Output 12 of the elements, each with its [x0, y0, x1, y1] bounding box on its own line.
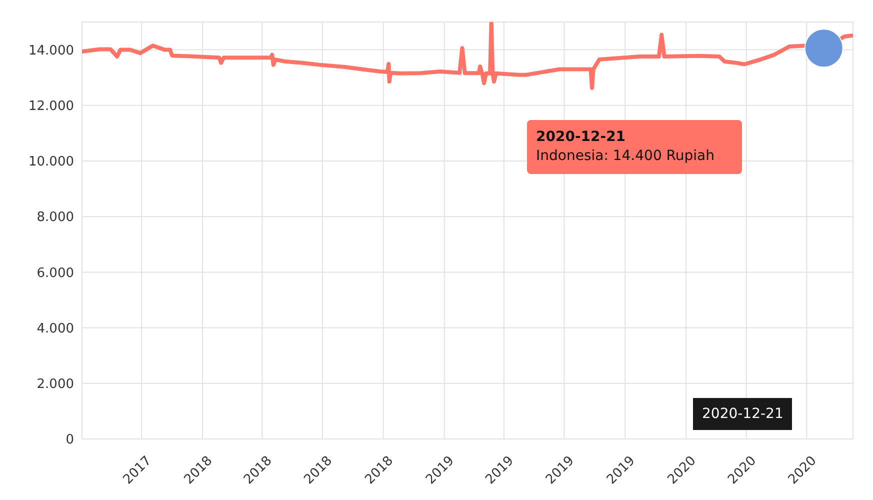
annotation: Indonesia: 14.400 Rupiah: [536, 147, 716, 166]
date-label-box: 2020-12-21: [693, 398, 792, 430]
y-tick-label: 0: [66, 432, 74, 448]
y-tick-label: 10.000: [28, 154, 74, 170]
y-tick-label: 8.000: [36, 210, 74, 226]
annotation: 2020-12-21: [536, 128, 627, 147]
tooltip-box: 2020-12-21 Indonesia: 14.400 Rupiah: [527, 120, 742, 174]
y-tick-label: 12.000: [28, 99, 74, 114]
y-tick-label: 6.000: [36, 266, 74, 281]
y-tick-label: 14.000: [28, 43, 74, 58]
y-tick-label: 4.000: [36, 321, 74, 336]
y-tick-label: 2.000: [36, 377, 74, 392]
